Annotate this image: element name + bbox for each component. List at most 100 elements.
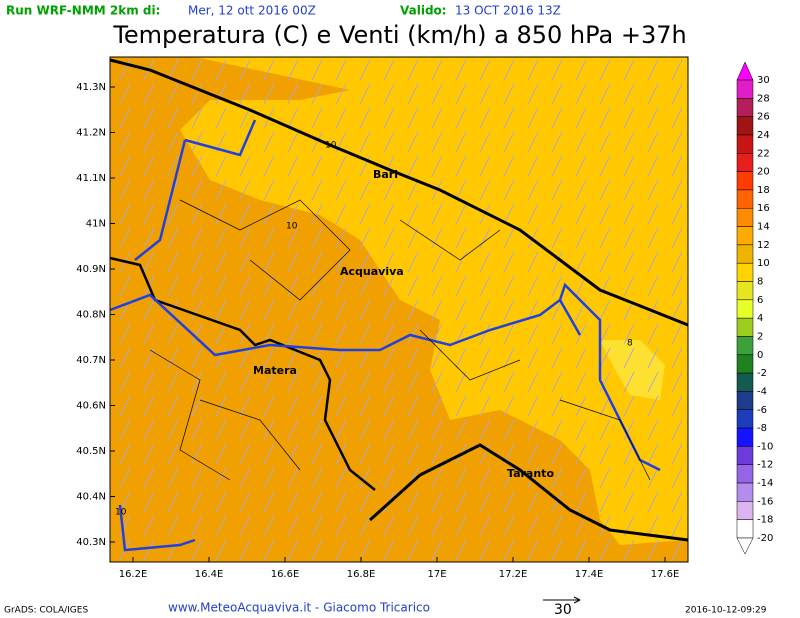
lon-tick-label: 16.4E	[195, 569, 224, 580]
wind-arrow	[551, 467, 563, 489]
wind-arrow	[143, 179, 155, 201]
wind-arrow	[167, 419, 179, 441]
wind-arrow	[623, 179, 635, 201]
wind-arrow	[599, 155, 611, 177]
place-label: Taranto	[507, 467, 554, 480]
wind-arrow	[191, 467, 203, 489]
wind-arrow	[503, 299, 515, 321]
wind-arrow	[431, 131, 443, 153]
wind-arrow	[455, 539, 467, 561]
wind-scale-label: 30	[554, 602, 572, 618]
wind-arrow	[575, 251, 587, 273]
wind-arrow	[383, 203, 395, 225]
wind-arrow	[671, 59, 683, 81]
colorbar-swatch	[736, 134, 754, 154]
wind-arrow	[551, 227, 563, 249]
wind-arrow	[623, 539, 635, 561]
wind-arrow	[167, 395, 179, 417]
wind-arrow	[119, 275, 131, 297]
wind-arrow	[143, 371, 155, 393]
wind-arrow	[671, 443, 683, 465]
wind-arrow	[455, 467, 467, 489]
wind-arrow	[143, 515, 155, 537]
wind-arrow	[311, 539, 323, 561]
wind-arrow	[431, 443, 443, 465]
wind-arrow	[503, 467, 515, 489]
wind-arrow	[119, 515, 131, 537]
wind-arrow	[671, 395, 683, 417]
wind-arrow	[287, 443, 299, 465]
wind-arrow	[287, 371, 299, 393]
wind-arrow	[287, 203, 299, 225]
wind-arrow	[287, 227, 299, 249]
wind-arrow	[311, 59, 323, 81]
wind-arrow	[455, 323, 467, 345]
lat-tick-label: 40.8N	[76, 310, 106, 321]
wind-arrow	[671, 155, 683, 177]
lon-tick-label: 17.2E	[499, 569, 528, 580]
wind-arrow	[431, 467, 443, 489]
wind-arrow	[263, 347, 275, 369]
wind-arrow	[623, 491, 635, 513]
wind-arrow	[431, 515, 443, 537]
wind-arrow	[575, 179, 587, 201]
province-border	[109, 119, 661, 552]
wind-arrow	[383, 107, 395, 129]
wind-arrow	[407, 155, 419, 177]
wind-arrow	[383, 323, 395, 345]
wind-arrow	[671, 203, 683, 225]
wind-arrow	[623, 419, 635, 441]
wind-arrow	[215, 371, 227, 393]
wind-arrow	[383, 371, 395, 393]
wind-arrow	[503, 515, 515, 537]
wind-arrow	[503, 59, 515, 81]
wind-arrow	[527, 395, 539, 417]
wind-arrow	[455, 131, 467, 153]
wind-arrow	[335, 179, 347, 201]
wind-arrow	[335, 299, 347, 321]
wind-arrow	[551, 395, 563, 417]
wind-arrow	[647, 83, 659, 105]
wind-arrow	[599, 539, 611, 561]
colorbar-swatch	[736, 354, 754, 374]
wind-arrow	[479, 59, 491, 81]
wind-arrow	[335, 227, 347, 249]
lat-tick-label: 40.4N	[76, 492, 106, 503]
wind-arrow	[359, 467, 371, 489]
colorbar-tip	[736, 61, 754, 81]
wind-arrow	[143, 395, 155, 417]
map-area	[109, 57, 689, 562]
wind-arrow	[407, 515, 419, 537]
wind-arrow	[647, 275, 659, 297]
wind-arrow	[335, 155, 347, 177]
lon-tick-label: 17.6E	[651, 569, 680, 580]
wind-arrow	[215, 443, 227, 465]
colorbar-swatch	[736, 501, 754, 520]
wind-arrow	[239, 227, 251, 249]
wind-arrow	[287, 155, 299, 177]
wind-arrow	[215, 227, 227, 249]
wind-arrow	[455, 395, 467, 417]
wind-arrow	[239, 299, 251, 321]
wind-arrow	[263, 395, 275, 417]
colorbar-swatch	[736, 262, 754, 282]
wind-arrow	[455, 515, 467, 537]
wind-arrow	[359, 155, 371, 177]
wind-arrow	[671, 107, 683, 129]
wind-arrow	[407, 131, 419, 153]
wind-arrow	[431, 299, 443, 321]
lon-tick-label: 16.2E	[119, 569, 148, 580]
wind-arrow	[503, 419, 515, 441]
wind-arrow	[455, 491, 467, 513]
wind-arrow	[575, 227, 587, 249]
colorbar-label: 22	[757, 148, 770, 159]
wind-arrow	[623, 155, 635, 177]
wind-arrow	[287, 515, 299, 537]
colorbar-label: 26	[757, 112, 770, 123]
wind-arrow	[551, 539, 563, 561]
colorbar-label: 12	[757, 240, 770, 251]
colorbar-label: 16	[757, 203, 770, 214]
wind-arrow	[239, 275, 251, 297]
wind-arrow	[599, 347, 611, 369]
